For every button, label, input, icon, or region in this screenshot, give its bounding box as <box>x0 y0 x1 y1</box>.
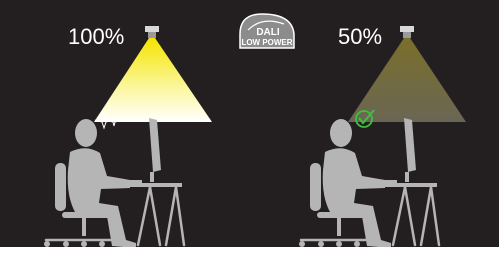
badge-line2: LOW POWER <box>241 38 292 47</box>
illustration: DALI LOW POWER 100% 50% <box>0 0 499 253</box>
light-cone-bright <box>94 38 212 122</box>
page: DALI LOW POWER 100% 50% (() => { const d… <box>0 0 499 253</box>
bottom-strip <box>0 247 499 253</box>
level-label: 100% <box>68 24 124 49</box>
light-cone-dim <box>348 38 466 122</box>
badge-line1: DALI <box>256 27 280 38</box>
dali-badge: DALI LOW POWER <box>240 14 294 48</box>
level-label: 50% <box>338 24 382 49</box>
